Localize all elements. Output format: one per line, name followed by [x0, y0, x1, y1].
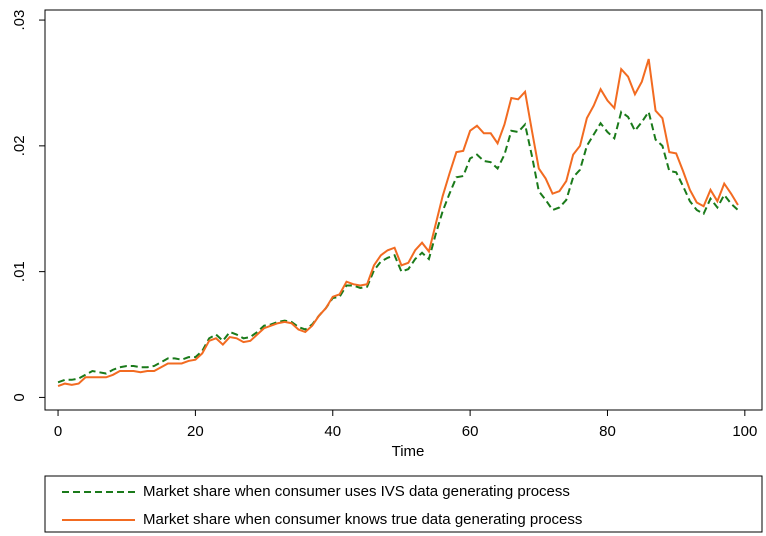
x-tick-label: 20: [187, 423, 204, 440]
series-line: [57, 58, 739, 388]
legend-label: Market share when consumer knows true da…: [143, 511, 582, 528]
series-line: [57, 109, 739, 384]
y-tick-label: .03: [11, 10, 28, 31]
x-axis-label: Time: [392, 443, 425, 460]
legend-label: Market share when consumer uses IVS data…: [143, 483, 570, 500]
x-tick-label: 100: [732, 423, 757, 440]
y-tick-label: .01: [11, 261, 28, 282]
x-tick-label: 60: [462, 423, 479, 440]
x-tick-label: 80: [599, 423, 616, 440]
legend-box: [44, 475, 763, 533]
y-tick-label: 0: [11, 393, 28, 401]
x-tick-label: 40: [324, 423, 341, 440]
plot-frame: [44, 9, 763, 411]
x-tick-label: 0: [54, 423, 62, 440]
y-tick-label: .02: [11, 135, 28, 156]
